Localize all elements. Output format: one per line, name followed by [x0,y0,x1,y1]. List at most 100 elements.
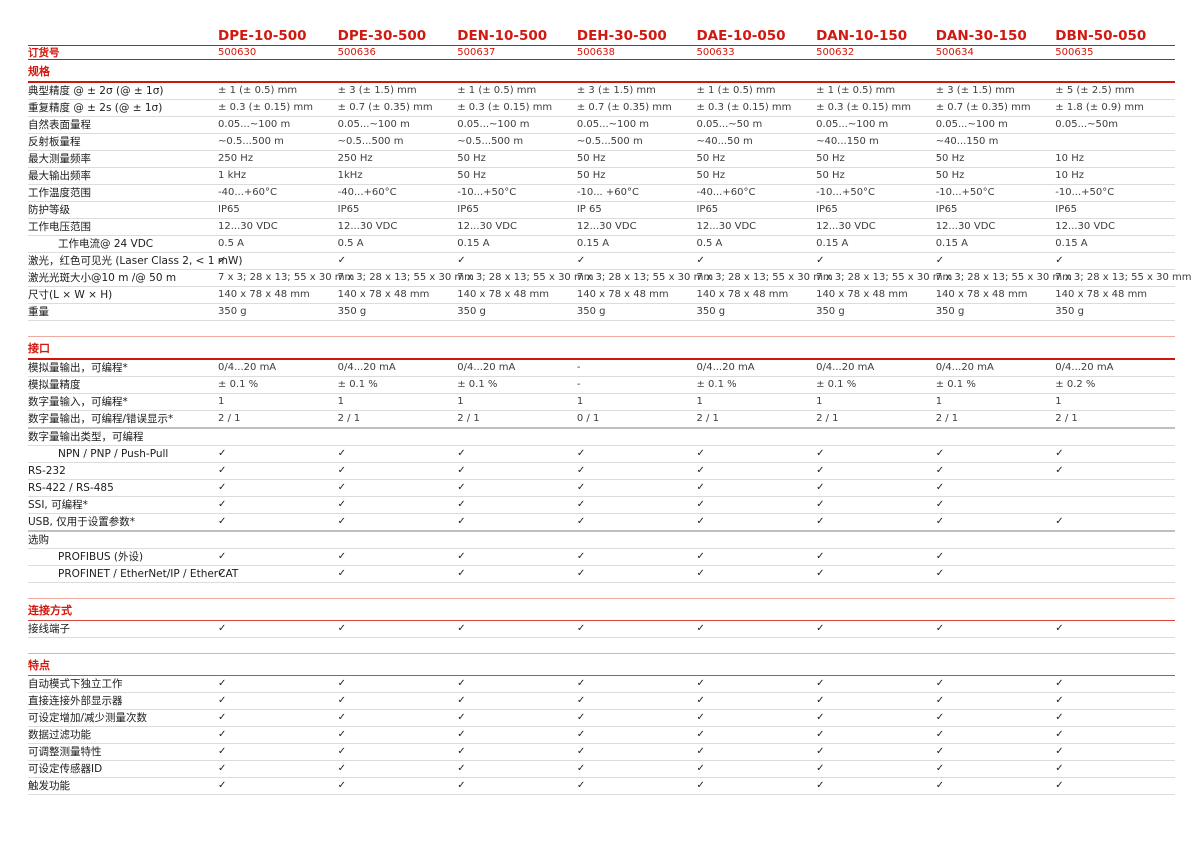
check-mark: ✓ [696,445,817,463]
check-mark: ✓ [935,709,1056,727]
spec-value: 50 Hz [816,167,936,185]
spec-value: 350 g [576,303,697,321]
section-title: 接口 [28,336,1175,360]
table-row: RS-422 / RS-485 ✓ ✓ ✓ ✓ ✓ ✓ ✓ [28,479,1175,497]
table-row: 防护等级 IP65 IP65 IP65 IP 65 IP65 IP65 IP65 IP65 [28,201,1175,219]
check-mark: ✓ [696,548,817,566]
check-mark: ✓ [816,479,936,497]
spec-value: 350 g [337,303,458,321]
spec-value: 140 x 78 x 48 mm [696,286,817,304]
section-gap [28,320,1175,337]
spec-value: 12...30 VDC [576,218,697,236]
spec-value: 1 [816,393,936,411]
table-row: SSI, 可编程* ✓ ✓ ✓ ✓ ✓ ✓ ✓ [28,496,1175,514]
spec-value: 2 / 1 [696,410,817,429]
spec-value: -40...+60°C [696,184,817,202]
check-mark: ✓ [1055,445,1175,463]
spec-label: 典型精度 @ ± 2σ (@ ± 1σ) [28,82,219,100]
spec-value: ± 0.2 % [1055,376,1175,394]
check-mark: ✓ [935,743,1056,761]
spec-value: 140 x 78 x 48 mm [1055,286,1175,304]
spec-value: 50 Hz [576,167,697,185]
model-header: DAE-10-050 [696,28,786,44]
spec-value: 0/4...20 mA [696,359,817,377]
order-number-row: 订货号 500630 500636 500637 500638 500633 500632 5… [28,45,1175,60]
model-header: DPE-10-500 [218,28,307,44]
spec-label: 数字量输入，可编程* [28,393,219,411]
check-mark: ✓ [457,709,577,727]
check-mark: ✓ [1055,252,1175,270]
section-header-row: 连接方式 [28,598,1175,621]
spec-value: 140 x 78 x 48 mm [337,286,458,304]
spec-value: 250 Hz [337,150,458,168]
spec-value [1055,548,1175,566]
order-number: 500635 [1055,45,1175,60]
spec-value: 7 x 3; 28 x 13; 55 x 30 mm [1055,269,1192,287]
spec-value: ~0.5...500 m [218,133,338,151]
check-mark: ✓ [457,743,577,761]
table-row: 模拟量精度 ± 0.1 % ± 0.1 % ± 0.1 % - ± 0.1 % ± 0.1 … [28,376,1175,394]
spec-value: 0.15 A [816,235,936,253]
table-row: 自动模式下独立工作 ✓ ✓ ✓ ✓ ✓ ✓ ✓ ✓ [28,675,1175,693]
order-number: 500638 [576,45,697,60]
spec-label: PROFIBUS (外设) [28,548,219,566]
check-mark: ✓ [218,565,338,583]
check-mark: ✓ [218,760,338,778]
check-mark: ✓ [576,620,697,638]
spec-value: 2 / 1 [218,410,338,429]
model-header: DEN-10-500 [457,28,548,44]
check-mark: ✓ [816,760,936,778]
check-mark: ✓ [337,513,458,532]
check-mark: ✓ [935,462,1056,480]
check-mark: ✓ [696,462,817,480]
spec-value: 0/4...20 mA [218,359,338,377]
spec-label: 自动模式下独立工作 [28,675,219,693]
check-mark: ✓ [337,675,458,693]
spec-value: 0/4...20 mA [935,359,1056,377]
spec-value: ± 1.8 (± 0.9) mm [1055,99,1175,117]
model-header: DAN-30-150 [935,28,1027,44]
check-mark: ✓ [218,777,338,795]
section-gap-cell [28,320,1175,337]
spec-value: ± 0.3 (± 0.15) mm [457,99,577,117]
check-mark: ✓ [696,479,817,497]
spec-value: 0/4...20 mA [1055,359,1175,377]
check-mark: ✓ [935,252,1056,270]
spec-value: ± 0.1 % [337,376,458,394]
check-mark: ✓ [816,620,936,638]
spec-value: ± 1 (± 0.5) mm [696,82,817,100]
order-label: 订货号 [28,45,219,60]
check-mark: ✓ [935,513,1056,532]
table-row: 重复精度 @ ± 2s (@ ± 1σ) ± 0.3 (± 0.15) mm ± 0… [28,99,1175,117]
spec-value: 12...30 VDC [337,218,458,236]
spec-value [457,530,577,549]
check-mark: ✓ [218,462,338,480]
check-mark: ✓ [935,777,1056,795]
spec-value: -40...+60°C [218,184,338,202]
spec-value: 12...30 VDC [935,218,1056,236]
check-mark: ✓ [816,513,936,532]
spec-label: 自然表面量程 [28,116,219,134]
check-mark: ✓ [935,479,1056,497]
spec-value: 2 / 1 [935,410,1056,429]
spec-value: 1 [1055,393,1175,411]
spec-value: ± 3 (± 1.5) mm [935,82,1056,100]
spec-value [696,427,817,446]
spec-value: ± 0.1 % [935,376,1056,394]
spec-value: 7 x 3; 28 x 13; 55 x 30 mm [696,269,833,287]
section-title: 特点 [28,653,1175,676]
check-mark: ✓ [816,726,936,744]
check-mark: ✓ [935,565,1056,583]
check-mark: ✓ [457,479,577,497]
spec-value: 1 kHz [218,167,338,185]
table-row: 反射板量程 ~0.5...500 m ~0.5...500 m ~0.5...500 … [28,133,1175,151]
model-header: DPE-30-500 [337,28,427,44]
check-mark: ✓ [218,548,338,566]
spec-value: 12...30 VDC [1055,218,1175,236]
spec-label: 触发功能 [28,777,219,795]
check-mark: ✓ [816,675,936,693]
table-row: 最大测量频率 250 Hz 250 Hz 50 Hz 50 Hz 50 Hz 50 Hz 50… [28,150,1175,168]
table-row: 激光，红色可见光 (Laser Class 2, < 1 mW) ✓ ✓ ✓ ✓ ✓ ✓ ✓ ✓ [28,252,1175,270]
check-mark: ✓ [816,548,936,566]
